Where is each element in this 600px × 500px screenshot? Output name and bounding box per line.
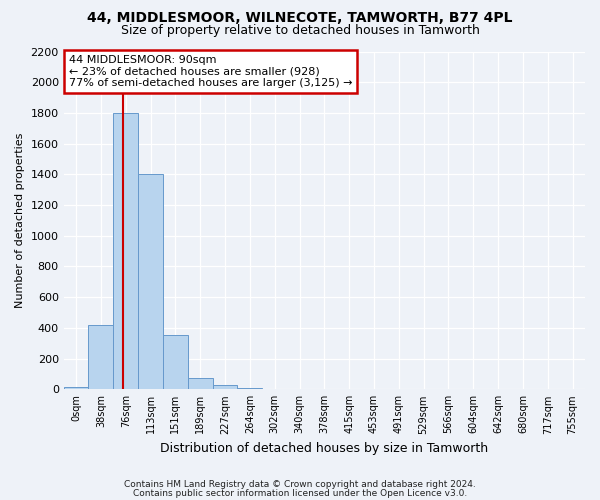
Bar [163, 335, 188, 390]
Y-axis label: Number of detached properties: Number of detached properties [15, 132, 25, 308]
Text: Contains HM Land Registry data © Crown copyright and database right 2024.: Contains HM Land Registry data © Crown c… [124, 480, 476, 489]
Bar [212, 386, 238, 390]
Bar [88, 325, 113, 390]
X-axis label: Distribution of detached houses by size in Tamworth: Distribution of detached houses by size … [160, 442, 488, 455]
Text: 44 MIDDLESMOOR: 90sqm
← 23% of detached houses are smaller (928)
77% of semi-det: 44 MIDDLESMOOR: 90sqm ← 23% of detached … [69, 55, 352, 88]
Text: 44, MIDDLESMOOR, WILNECOTE, TAMWORTH, B77 4PL: 44, MIDDLESMOOR, WILNECOTE, TAMWORTH, B7… [87, 11, 513, 25]
Text: Size of property relative to detached houses in Tamworth: Size of property relative to detached ho… [121, 24, 479, 37]
Bar [64, 387, 88, 390]
Bar [238, 388, 262, 390]
Text: Contains public sector information licensed under the Open Licence v3.0.: Contains public sector information licen… [133, 489, 467, 498]
Bar [113, 113, 138, 390]
Bar [188, 378, 212, 390]
Bar [138, 174, 163, 390]
